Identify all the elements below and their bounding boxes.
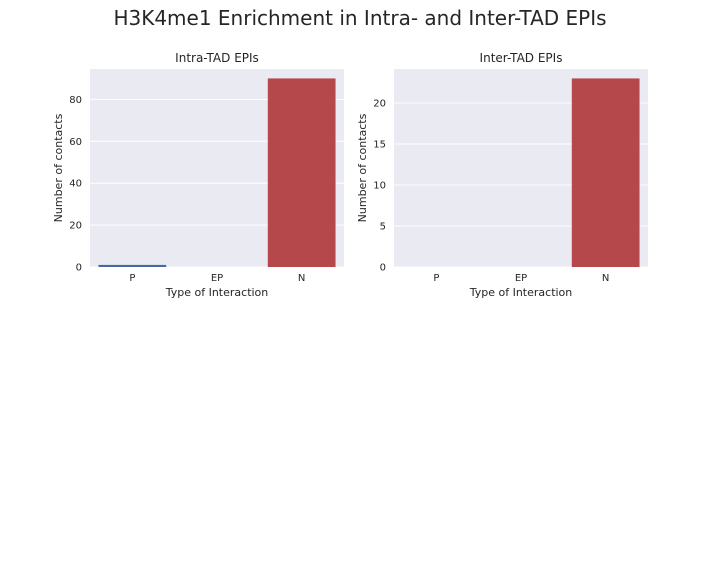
y-tick-label: 60 (69, 137, 82, 148)
y-tick-label: 0 (380, 263, 386, 274)
x-tick-label: N (602, 273, 609, 284)
bar-n (267, 78, 336, 267)
y-tick-label: 20 (373, 99, 386, 110)
y-axis-label: Number of contacts (356, 113, 369, 222)
x-tick-label: EP (211, 273, 223, 284)
x-tick-label: N (298, 273, 305, 284)
y-tick-label: 5 (380, 222, 386, 233)
y-tick-label: 15 (373, 140, 386, 151)
bar-p (98, 264, 167, 267)
x-tick-label: P (129, 273, 135, 284)
panel-title: Intra-TAD EPIs (175, 51, 259, 65)
y-tick-label: 80 (69, 95, 82, 106)
y-axis-label: Number of contacts (52, 113, 65, 222)
panel-title: Inter-TAD EPIs (480, 51, 563, 65)
chart-panel-1: 0 20 40 60 80 P EP N Intra-TAD EPIs Type of Inter… (52, 51, 344, 299)
x-tick-label: EP (515, 273, 527, 284)
bar-n (571, 78, 640, 267)
y-tick-label: 10 (373, 181, 386, 192)
chart-panel-2: 0 5 10 15 20 P EP N Inter-TAD EPIs Type of Intera… (356, 51, 648, 299)
y-tick-label: 40 (69, 179, 82, 190)
y-tick-label: 20 (69, 221, 82, 232)
figure-title: H3K4me1 Enrichment in Intra- and Inter-T… (113, 6, 607, 30)
y-tick-label: 0 (76, 263, 82, 274)
x-axis-label: Type of Interaction (469, 286, 573, 299)
x-axis-label: Type of Interaction (165, 286, 269, 299)
x-tick-label: P (433, 273, 439, 284)
